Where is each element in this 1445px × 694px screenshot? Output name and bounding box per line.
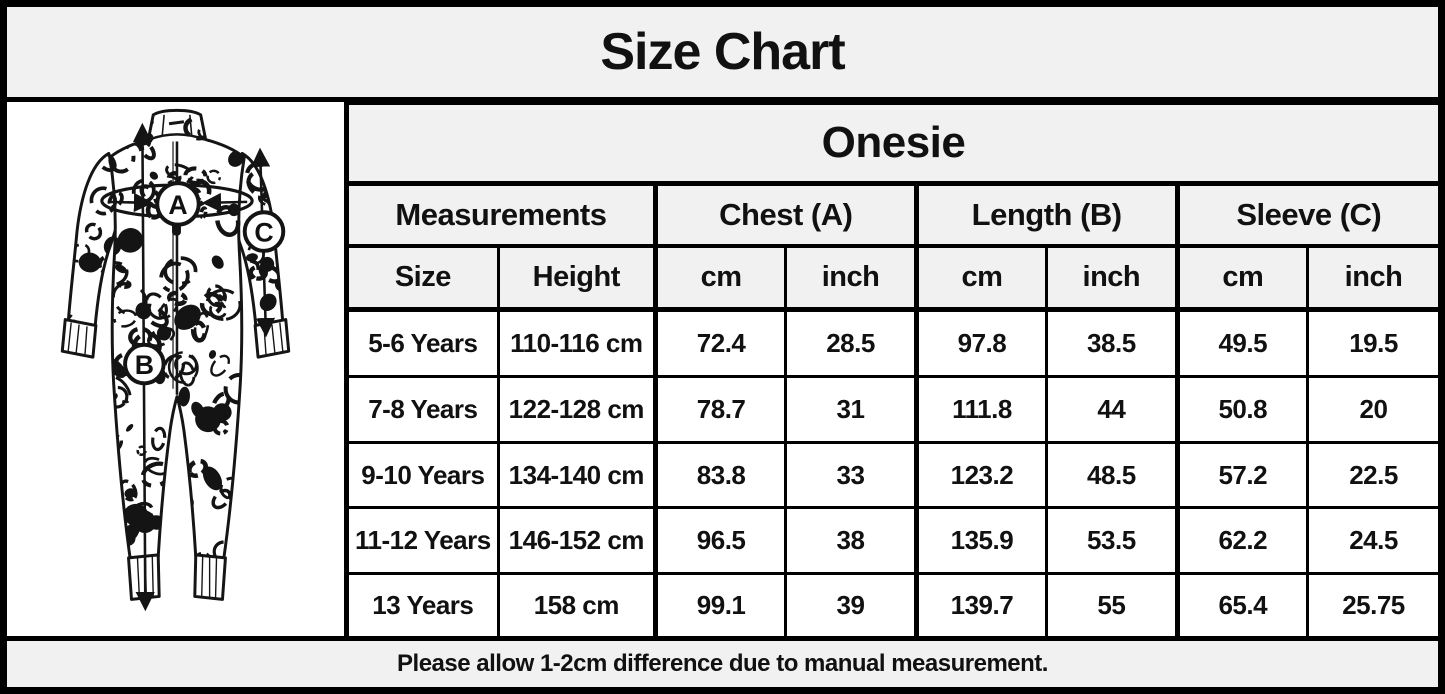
title-bar: Size Chart [7, 7, 1438, 102]
table-row: 11-12 Years 146-152 cm 96.5 38 135.9 53.… [345, 506, 1438, 575]
product-header-cell: Onesie [345, 102, 1438, 186]
marker-b: B [123, 342, 166, 386]
onesie-illustration: A B C [7, 102, 344, 636]
sleeve-cm-cell: 57.2 [1174, 440, 1309, 510]
measurement-annotations: A B C [100, 122, 286, 612]
marker-a: A [155, 181, 201, 227]
length-inch-cell: 55 [1045, 571, 1179, 636]
footer-note: Please allow 1-2cm difference due to man… [397, 650, 1048, 677]
length-inch-cell: 53.5 [1045, 506, 1179, 575]
sleeve-cm-cell: 49.5 [1174, 307, 1309, 379]
size-cell: 11-12 Years [345, 506, 500, 575]
col-header-sleeve-cm: cm [1174, 243, 1309, 312]
chest-cm-cell: 78.7 [652, 375, 788, 444]
content-area: A B C [7, 102, 1438, 636]
chest-inch-cell: 39 [784, 571, 918, 636]
height-cell: 110-116 cm [496, 307, 657, 379]
group-header-length: Length (B) [913, 182, 1179, 247]
height-cell: 122-128 cm [496, 375, 657, 444]
table-row: 7-8 Years 122-128 cm 78.7 31 111.8 44 50… [345, 375, 1438, 444]
footer-bar: Please allow 1-2cm difference due to man… [7, 636, 1438, 687]
chest-inch-cell: 31 [784, 375, 918, 444]
length-inch-cell: 38.5 [1045, 307, 1179, 379]
chest-inch-cell: 28.5 [784, 307, 918, 379]
table-row: 9-10 Years 134-140 cm 83.8 33 123.2 48.5… [345, 440, 1438, 510]
chest-cm-cell: 72.4 [652, 307, 788, 379]
size-cell: 5-6 Years [345, 307, 500, 379]
marker-c-label: C [254, 218, 273, 248]
length-inch-cell: 44 [1045, 375, 1179, 444]
page-title: Size Chart [600, 23, 845, 81]
sleeve-cm-cell: 65.4 [1174, 571, 1309, 636]
chest-cm-cell: 99.1 [652, 571, 788, 636]
size-cell: 9-10 Years [345, 440, 500, 510]
height-cell: 134-140 cm [496, 440, 657, 510]
col-header-chest-cm: cm [652, 243, 788, 312]
group-header-sleeve: Sleeve (C) [1174, 182, 1438, 247]
sleeve-inch-cell: 22.5 [1305, 440, 1438, 510]
height-cell: 158 cm [496, 571, 657, 636]
col-header-length-inch: inch [1045, 243, 1179, 312]
marker-b-label: B [135, 350, 154, 380]
table-row: 13 Years 158 cm 99.1 39 139.7 55 65.4 25… [345, 571, 1438, 636]
size-cell: 7-8 Years [345, 375, 500, 444]
onesie-drawing-svg: A B C [60, 108, 291, 612]
table-row: 5-6 Years 110-116 cm 72.4 28.5 97.8 38.5… [345, 307, 1438, 379]
length-cm-cell: 135.9 [913, 506, 1049, 575]
sleeve-cm-cell: 50.8 [1174, 375, 1309, 444]
col-header-chest-inch: inch [784, 243, 918, 312]
length-cm-cell: 123.2 [913, 440, 1049, 510]
chest-inch-cell: 33 [784, 440, 918, 510]
sleeve-inch-cell: 24.5 [1305, 506, 1438, 575]
chest-inch-cell: 38 [784, 506, 918, 575]
col-header-size: Size [345, 243, 500, 312]
marker-c: C [242, 210, 286, 253]
col-header-length-cm: cm [913, 243, 1049, 312]
col-header-height: Height [496, 243, 657, 312]
chest-cm-cell: 96.5 [652, 506, 788, 575]
height-cell: 146-152 cm [496, 506, 657, 575]
size-cell: 13 Years [345, 571, 500, 636]
sleeve-inch-cell: 25.75 [1305, 571, 1438, 636]
size-table: Onesie Measurements Chest (A) Length (B)… [344, 102, 1438, 636]
sleeve-inch-cell: 19.5 [1305, 307, 1438, 379]
marker-a-label: A [168, 190, 187, 220]
length-cm-cell: 139.7 [913, 571, 1049, 636]
length-cm-cell: 111.8 [913, 375, 1049, 444]
chest-cm-cell: 83.8 [652, 440, 788, 510]
sleeve-inch-cell: 20 [1305, 375, 1438, 444]
length-inch-cell: 48.5 [1045, 440, 1179, 510]
length-cm-cell: 97.8 [913, 307, 1049, 379]
col-header-sleeve-inch: inch [1305, 243, 1438, 312]
sleeve-cm-cell: 62.2 [1174, 506, 1309, 575]
group-header-chest: Chest (A) [652, 182, 918, 247]
group-header-measurements: Measurements [345, 182, 657, 247]
